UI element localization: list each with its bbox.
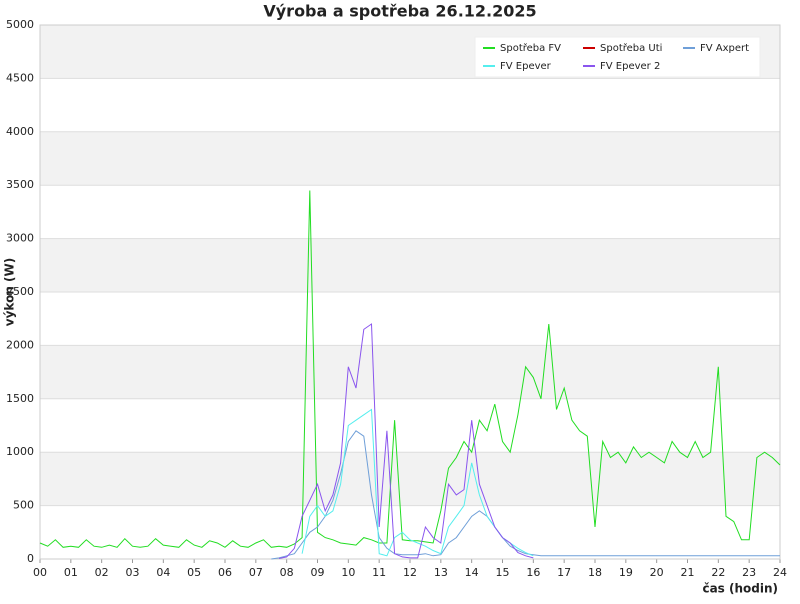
- x-tick-label: 14: [465, 566, 479, 579]
- x-tick-label: 04: [156, 566, 170, 579]
- y-tick-label: 2000: [6, 338, 34, 351]
- legend-label: FV Axpert: [700, 43, 749, 54]
- chart-title: Výroba a spotřeba 26.12.2025: [263, 2, 536, 21]
- y-tick-label: 1000: [6, 445, 34, 458]
- x-tick-label: 11: [372, 566, 386, 579]
- x-tick-label: 24: [773, 566, 787, 579]
- x-tick-label: 01: [64, 566, 78, 579]
- grid-band: [40, 238, 780, 292]
- x-tick-label: 10: [341, 566, 355, 579]
- y-tick-label: 3500: [6, 178, 34, 191]
- x-tick-label: 22: [711, 566, 725, 579]
- y-tick-label: 1500: [6, 392, 34, 405]
- x-tick-label: 00: [33, 566, 47, 579]
- x-tick-label: 03: [126, 566, 140, 579]
- x-tick-label: 12: [403, 566, 417, 579]
- y-tick-label: 4000: [6, 125, 34, 138]
- x-tick-label: 15: [496, 566, 510, 579]
- x-tick-label: 13: [434, 566, 448, 579]
- grid-band: [40, 131, 780, 186]
- y-tick-label: 0: [27, 552, 34, 565]
- y-tick-label: 500: [13, 499, 34, 512]
- y-tick-label: 3000: [6, 232, 34, 245]
- x-tick-label: 06: [218, 566, 232, 579]
- x-tick-label: 17: [557, 566, 571, 579]
- legend-label: Spotřeba Uti: [600, 42, 662, 54]
- y-axis-label: výkon (W): [3, 258, 17, 326]
- series-line: [39, 190, 781, 548]
- legend-label: FV Epever 2: [600, 61, 660, 72]
- x-tick-label: 09: [311, 566, 325, 579]
- series-line: [278, 323, 534, 559]
- y-tick-label: 5000: [6, 18, 34, 31]
- legend-label: FV Epever: [500, 61, 552, 72]
- x-tick-label: 23: [742, 566, 756, 579]
- x-tick-label: 02: [95, 566, 109, 579]
- x-axis-label: čas (hodin): [702, 582, 778, 596]
- x-tick-label: 07: [249, 566, 263, 579]
- x-tick-label: 21: [681, 566, 695, 579]
- grid-band: [40, 452, 780, 506]
- legend-label: Spotřeba FV: [500, 42, 561, 54]
- x-tick-label: 05: [187, 566, 201, 579]
- series-line: [271, 430, 780, 560]
- x-tick-label: 19: [619, 566, 633, 579]
- x-tick-label: 08: [280, 566, 294, 579]
- x-tick-label: 18: [588, 566, 602, 579]
- x-tick-label: 16: [526, 566, 540, 579]
- x-tick-label: 20: [650, 566, 664, 579]
- legend-box: [474, 36, 761, 78]
- grid-band: [40, 345, 780, 399]
- plot-frame: [39, 24, 781, 560]
- y-tick-label: 4500: [6, 71, 34, 84]
- y-tick-label: 2500: [6, 285, 34, 298]
